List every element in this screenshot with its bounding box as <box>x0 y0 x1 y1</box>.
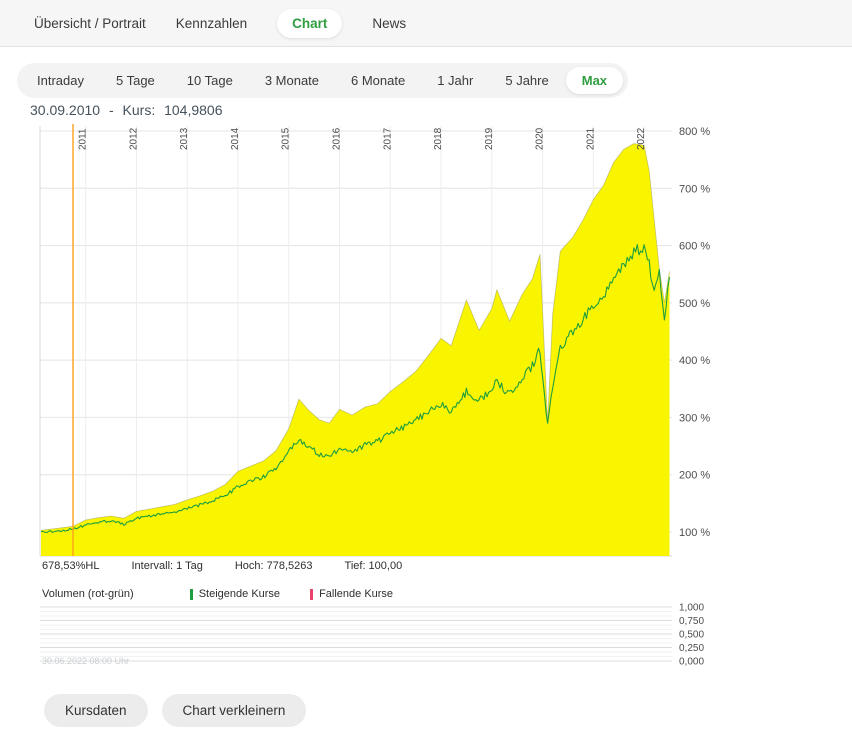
crosshair-date: 30.09.2010 <box>30 102 100 118</box>
volume-tick-label: 0,750 <box>679 616 704 627</box>
range-selector: Intraday 5 Tage 10 Tage 3 Monate 6 Monat… <box>17 63 628 98</box>
volume-tick-label: 0,500 <box>679 630 704 641</box>
range-tab-intraday[interactable]: Intraday <box>22 66 99 95</box>
range-tab-5-tage[interactable]: 5 Tage <box>101 66 170 95</box>
y-tick-label: 400 % <box>679 355 710 367</box>
price-area <box>41 144 670 556</box>
x-tick-label: 2015 <box>281 127 292 150</box>
volume-legend: Volumen (rot-grün) Steigende Kurse Falle… <box>42 588 423 600</box>
x-tick-label: 2011 <box>78 128 89 150</box>
x-tick-label: 2020 <box>535 127 546 150</box>
x-tick-label: 2017 <box>382 127 393 150</box>
stat-interval: Intervall: 1 Tag <box>132 560 203 572</box>
x-tick-label: 2014 <box>230 127 241 150</box>
y-tick-label: 500 % <box>679 298 710 310</box>
crosshair-dash: - <box>109 102 114 118</box>
crosshair-kurs-value: 104,9806 <box>164 102 222 118</box>
x-tick-label: 2019 <box>484 127 495 150</box>
y-tick-label: 800 % <box>679 126 710 138</box>
x-tick-label: 2012 <box>128 127 139 150</box>
x-tick-label: 2021 <box>585 127 596 150</box>
crosshair-kurs-label: Kurs: <box>123 102 156 118</box>
x-tick-label: 2016 <box>332 127 343 150</box>
x-tick-label: 2013 <box>179 127 190 150</box>
volume-tick-label: 0,000 <box>679 657 704 668</box>
fallende-kurse-icon <box>310 589 313 600</box>
y-tick-label: 300 % <box>679 412 710 424</box>
legend-steigende-kurse: Steigende Kurse <box>199 588 280 600</box>
watermark-timestamp: 30.06.2022 08:00 Uhr <box>42 656 129 666</box>
top-nav: Übersicht / Portrait Kennzahlen Chart Ne… <box>0 0 852 47</box>
volume-label: Volumen (rot-grün) <box>42 588 134 600</box>
volume-chart[interactable]: 1,000 0,750 0,500 0,250 0,000 30.06.2022 08:0… <box>0 600 852 678</box>
stock-chart-page: Übersicht / Portrait Kennzahlen Chart Ne… <box>0 0 852 750</box>
volume-tick-label: 1,000 <box>679 603 704 614</box>
y-tick-label: 700 % <box>679 183 710 195</box>
nav-tab-news[interactable]: News <box>372 16 406 31</box>
chart-verkleinern-button[interactable]: Chart verkleinern <box>162 694 307 727</box>
stat-performance: 678,53%HL <box>42 560 100 572</box>
bottom-actions: Kursdaten Chart verkleinern <box>44 694 306 727</box>
y-tick-label: 100 % <box>679 527 710 539</box>
range-tab-10-tage[interactable]: 10 Tage <box>172 66 248 95</box>
stat-hoch: Hoch: 778,5263 <box>235 560 313 572</box>
price-chart[interactable]: 100 % 200 % 300 % 400 % 500 % 600 % 700 % 800 %… <box>0 120 852 560</box>
nav-tab-kennzahlen[interactable]: Kennzahlen <box>176 16 247 31</box>
volume-tick-label: 0,250 <box>679 643 704 654</box>
range-tab-1-jahr[interactable]: 1 Jahr <box>422 66 488 95</box>
steigende-kurse-icon <box>190 589 193 600</box>
range-tab-6-monate[interactable]: 6 Monate <box>336 66 420 95</box>
x-tick-label: 2018 <box>433 127 444 150</box>
range-tab-3-monate[interactable]: 3 Monate <box>250 66 334 95</box>
nav-tab-chart[interactable]: Chart <box>277 9 342 38</box>
x-tick-label: 2022 <box>636 127 647 150</box>
nav-tab-uebersicht-portrait[interactable]: Übersicht / Portrait <box>34 16 146 31</box>
crosshair-readout: 30.09.2010 - Kurs: 104,9806 <box>30 102 228 118</box>
legend-fallende-kurse: Fallende Kurse <box>319 588 393 600</box>
y-tick-label: 600 % <box>679 241 710 253</box>
range-tab-max[interactable]: Max <box>566 67 623 94</box>
kursdaten-button[interactable]: Kursdaten <box>44 694 148 727</box>
y-tick-label: 200 % <box>679 470 710 482</box>
stat-tief: Tief: 100,00 <box>345 560 403 572</box>
chart-stats-row: 678,53%HL Intervall: 1 Tag Hoch: 778,526… <box>42 560 402 572</box>
range-tab-5-jahre[interactable]: 5 Jahre <box>490 66 563 95</box>
